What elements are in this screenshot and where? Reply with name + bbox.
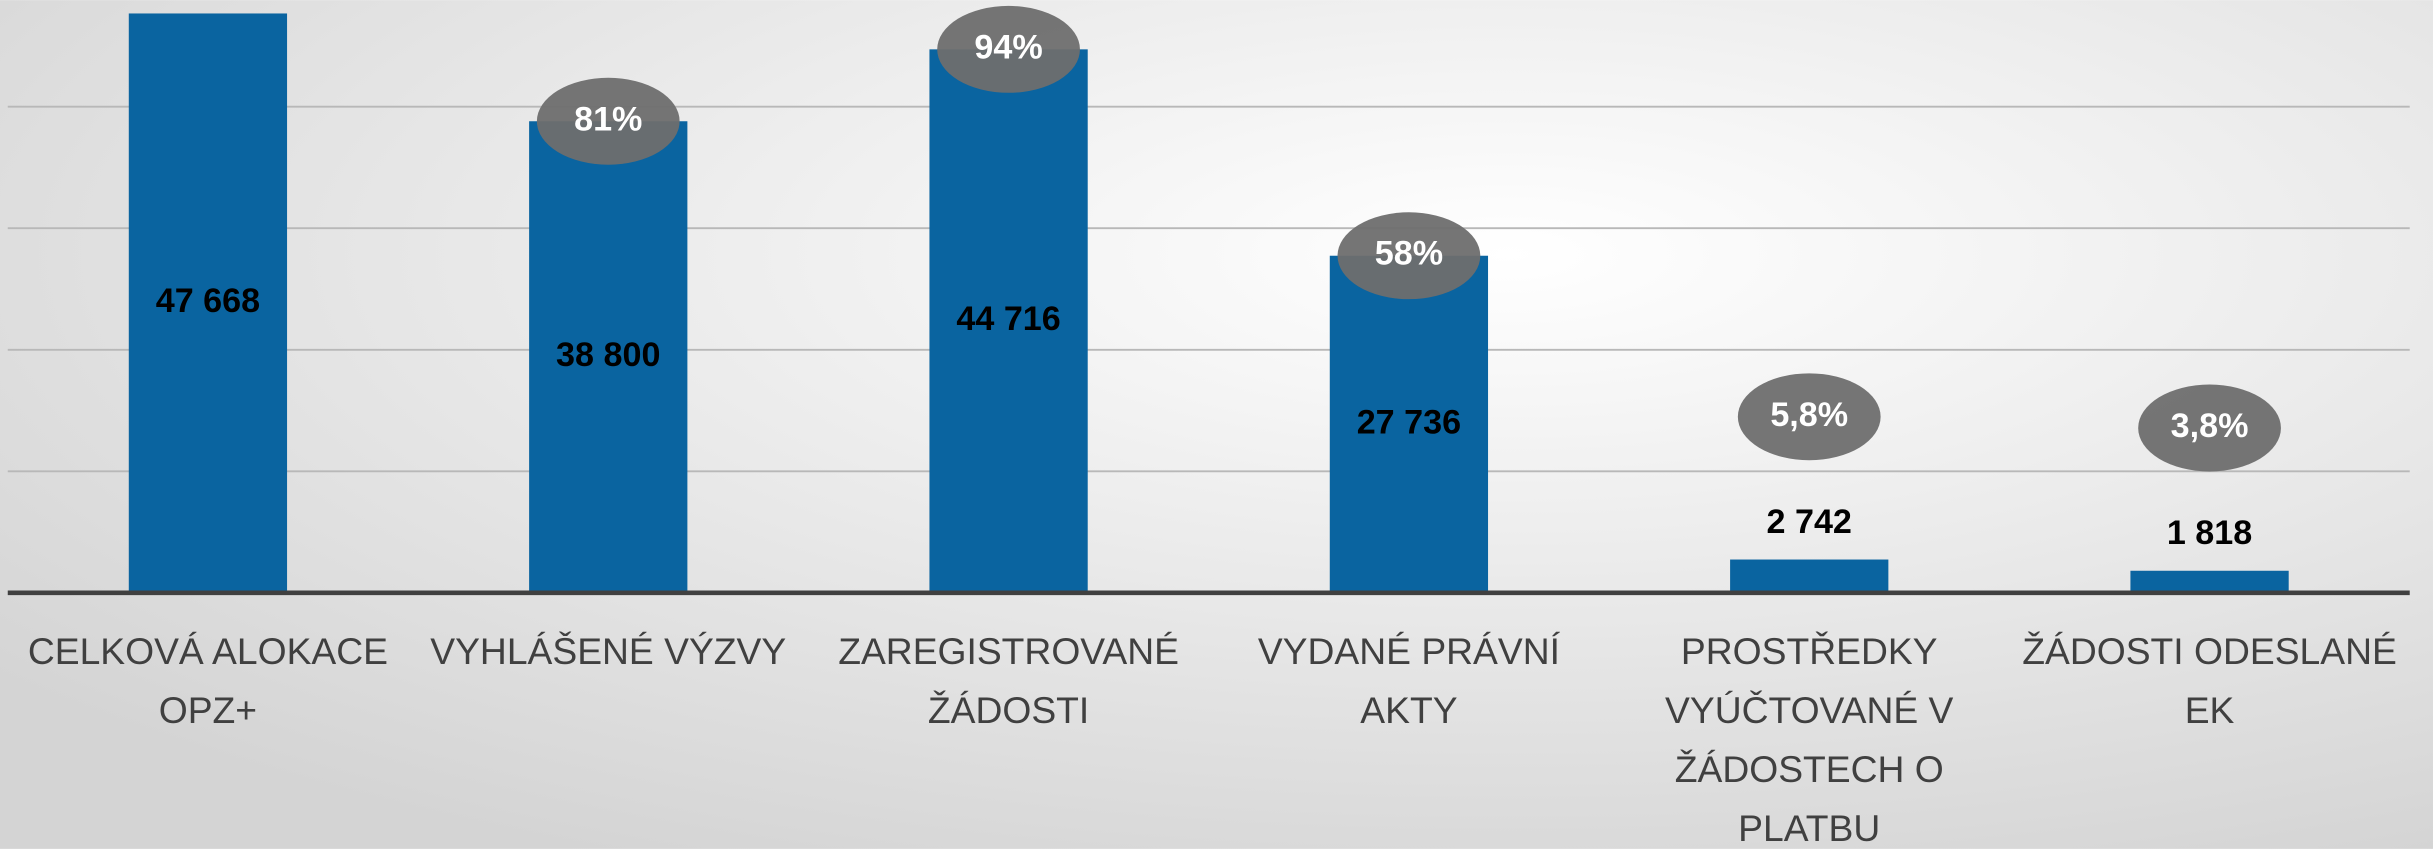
value-label: 44 716 bbox=[956, 300, 1060, 338]
bar bbox=[2130, 570, 2289, 593]
percent-label: 94% bbox=[974, 28, 1042, 66]
category-label-box: CELKOVÁ ALOKACE OPZ+ bbox=[27, 631, 388, 733]
x-tick-label: ŽÁDOSTI ODESLANÉ EK bbox=[2022, 631, 2397, 733]
category-label-box: ŽÁDOSTI ODESLANÉ EK bbox=[2022, 631, 2397, 733]
value-label: 27 736 bbox=[1357, 403, 1461, 441]
value-label: 38 800 bbox=[556, 336, 660, 374]
percent-label: 3,8% bbox=[2171, 407, 2249, 445]
bar bbox=[128, 13, 288, 593]
percent-bubble bbox=[1337, 212, 1481, 300]
category-label-box: ZAREGISTROVANÉ ŽÁDOSTI bbox=[838, 631, 1179, 733]
value-label: 47 668 bbox=[156, 282, 260, 320]
bar bbox=[929, 49, 1088, 593]
percent-bubble bbox=[536, 77, 680, 165]
bar bbox=[529, 121, 688, 593]
value-label: 2 742 bbox=[1767, 503, 1852, 541]
value-label: 1 818 bbox=[2167, 514, 2252, 552]
x-tick-label: PROSTŘEDKY VYÚČTOVANÉ V ŽÁDOSTECH O PLAT… bbox=[1665, 631, 1954, 849]
category-label-box: VYDANÉ PRÁVNÍ AKTY bbox=[1257, 631, 1560, 733]
percent-bubble bbox=[937, 5, 1080, 93]
x-tick-label: CELKOVÁ ALOKACE OPZ+ bbox=[27, 631, 388, 733]
x-tick-label: VYHLÁŠENÉ VÝZVY bbox=[430, 631, 787, 674]
category-label-box: VYHLÁŠENÉ VÝZVY bbox=[430, 631, 787, 674]
bar bbox=[1329, 255, 1489, 593]
percent-bubble bbox=[1737, 373, 1881, 461]
percent-bubble bbox=[2138, 384, 2281, 472]
x-tick-label: VYDANÉ PRÁVNÍ AKTY bbox=[1257, 631, 1560, 733]
bar bbox=[1730, 559, 1889, 593]
percent-label: 58% bbox=[1375, 235, 1443, 273]
percent-label: 81% bbox=[574, 100, 642, 138]
category-label-box: PROSTŘEDKY VYÚČTOVANÉ V ŽÁDOSTECH O PLAT… bbox=[1665, 631, 1954, 849]
x-tick-label: ZAREGISTROVANÉ ŽÁDOSTI bbox=[838, 631, 1179, 733]
percent-label: 5,8% bbox=[1770, 396, 1848, 434]
